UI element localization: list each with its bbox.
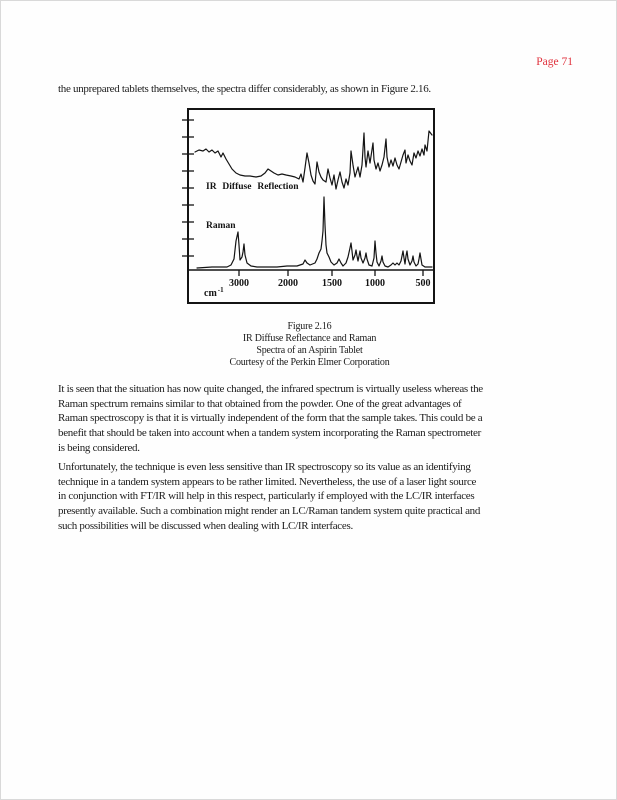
axis-unit-label: cm-1: [204, 286, 224, 299]
x-axis-ticks: [238, 270, 424, 276]
raman-spectrum-trace: [196, 196, 433, 269]
figure-caption-title: Figure 2.16: [287, 321, 332, 332]
x-tick-label-3000: 3000: [229, 278, 249, 289]
spectra-plot: IR Diffuse Reflection Raman 3000 2000 15…: [182, 108, 435, 304]
x-tick-label-1000: 1000: [365, 278, 385, 289]
figure-caption-line: IR Diffuse Reflectance and Raman: [242, 333, 377, 344]
figure-caption-line: Spectra of an Aspirin Tablet: [256, 345, 363, 356]
figure-border: [187, 108, 435, 304]
y-axis-ticks: [182, 119, 194, 257]
ir-spectrum-trace: [194, 130, 433, 190]
x-tick-label-500: 500: [416, 278, 431, 289]
ir-spectrum-label: IR Diffuse Reflection: [206, 182, 299, 192]
spectra-figure: IR Diffuse Reflection Raman 3000 2000 15…: [177, 105, 441, 307]
page-number-label: Page 71: [536, 56, 573, 68]
x-tick-label-1500: 1500: [322, 278, 342, 289]
body-paragraph-2: Unfortunately, the technique is even les…: [58, 461, 481, 532]
x-tick-label-2000: 2000: [278, 278, 298, 289]
figure-caption: Figure 2.16 IR Diffuse Reflectance and R…: [1, 321, 616, 369]
raman-spectrum-label: Raman: [206, 221, 236, 231]
intro-paragraph: the unprepared tablets themselves, the s…: [58, 83, 431, 95]
figure-caption-credit: Courtesy of the Perkin Elmer Corporation: [229, 357, 390, 368]
body-paragraph-1: It is seen that the situation has now qu…: [58, 383, 483, 454]
